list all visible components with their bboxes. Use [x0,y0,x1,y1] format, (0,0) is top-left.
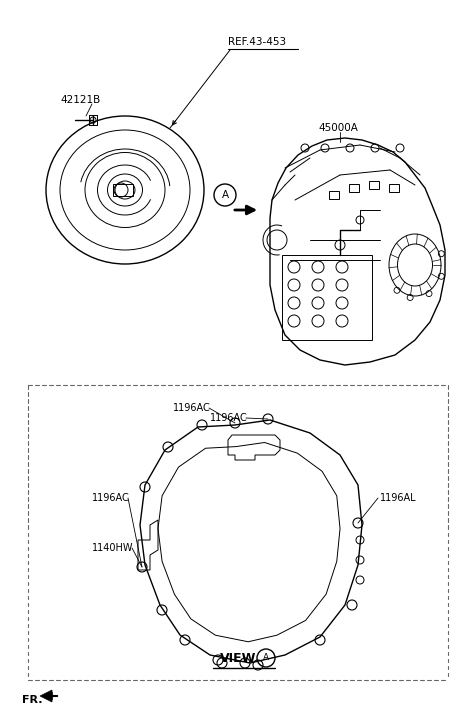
Text: A: A [263,654,269,662]
Text: 1140HW: 1140HW [92,543,133,553]
Text: REF.43-453: REF.43-453 [228,37,286,47]
Polygon shape [40,690,52,702]
Text: FR.: FR. [22,695,42,705]
Text: 1196AC: 1196AC [210,413,248,423]
Text: 1196AC: 1196AC [173,403,211,413]
Text: 1196AL: 1196AL [380,493,416,503]
Text: 1196AC: 1196AC [92,493,130,503]
Text: A: A [221,190,228,200]
Text: VIEW: VIEW [220,651,256,664]
Text: 42121B: 42121B [60,95,100,105]
Text: 45000A: 45000A [318,123,358,133]
